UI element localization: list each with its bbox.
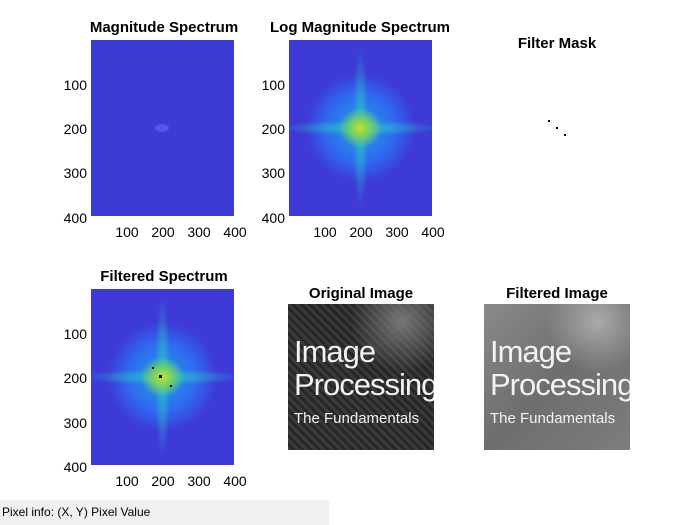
- filtered-notch-point: [159, 375, 162, 378]
- filtered-spectrum-title: Filtered Spectrum: [100, 268, 228, 285]
- x-tick-300: 300: [385, 224, 409, 240]
- log-magnitude-spectrum-title: Log Magnitude Spectrum: [270, 19, 450, 36]
- y-tick-200: 200: [63, 121, 87, 137]
- x-tick-200: 200: [151, 224, 175, 240]
- mask-notch-point: [548, 120, 550, 122]
- y-tick-300: 300: [63, 165, 87, 181]
- x-tick-400: 400: [421, 224, 445, 240]
- x-tick-100: 100: [115, 473, 139, 489]
- image-text-line: The Fundamentals: [294, 410, 420, 427]
- x-tick-100: 100: [313, 224, 337, 240]
- y-tick-100: 100: [63, 326, 87, 342]
- y-tick-300: 300: [63, 415, 87, 431]
- filtered-notch-point: [152, 367, 154, 369]
- x-tick-200: 200: [151, 473, 175, 489]
- x-tick-400: 400: [223, 224, 247, 240]
- image-text-line: Processing: [490, 367, 630, 402]
- y-tick-400: 400: [261, 210, 285, 226]
- original-image[interactable]: Image Processing The Fundamentals: [288, 304, 434, 450]
- y-tick-100: 100: [63, 77, 87, 93]
- filtered-spectrum-axes[interactable]: [91, 289, 234, 465]
- magnitude-center-peak: [155, 124, 169, 132]
- x-tick-100: 100: [115, 224, 139, 240]
- x-tick-200: 200: [349, 224, 373, 240]
- magnitude-spectrum-title: Magnitude Spectrum: [89, 19, 239, 36]
- y-tick-100: 100: [261, 77, 285, 93]
- x-tick-300: 300: [187, 224, 211, 240]
- x-tick-400: 400: [223, 473, 247, 489]
- filtered-image-title: Filtered Image: [506, 285, 608, 302]
- y-tick-300: 300: [261, 165, 285, 181]
- pixel-info-status-bar: Pixel info: (X, Y) Pixel Value: [0, 500, 329, 525]
- filter-mask-title: Filter Mask: [517, 35, 597, 52]
- magnitude-spectrum-axes[interactable]: [91, 40, 234, 216]
- filtered-notch-point: [170, 385, 172, 387]
- image-text-line: Processing: [294, 367, 434, 402]
- filter-mask-axes[interactable]: [500, 56, 615, 196]
- mask-notch-point: [556, 127, 558, 129]
- filtered-image[interactable]: Image Processing The Fundamentals: [484, 304, 630, 450]
- image-text-line: Image: [490, 334, 572, 369]
- log-magnitude-spectrum-axes[interactable]: [289, 40, 432, 216]
- original-image-title: Original Image: [308, 285, 414, 302]
- mask-notch-point: [564, 134, 566, 136]
- y-tick-400: 400: [63, 459, 87, 475]
- x-tick-300: 300: [187, 473, 211, 489]
- y-tick-200: 200: [63, 370, 87, 386]
- image-text-line: Image: [294, 334, 376, 369]
- y-tick-400: 400: [63, 210, 87, 226]
- y-tick-200: 200: [261, 121, 285, 137]
- image-text-line: The Fundamentals: [490, 410, 616, 427]
